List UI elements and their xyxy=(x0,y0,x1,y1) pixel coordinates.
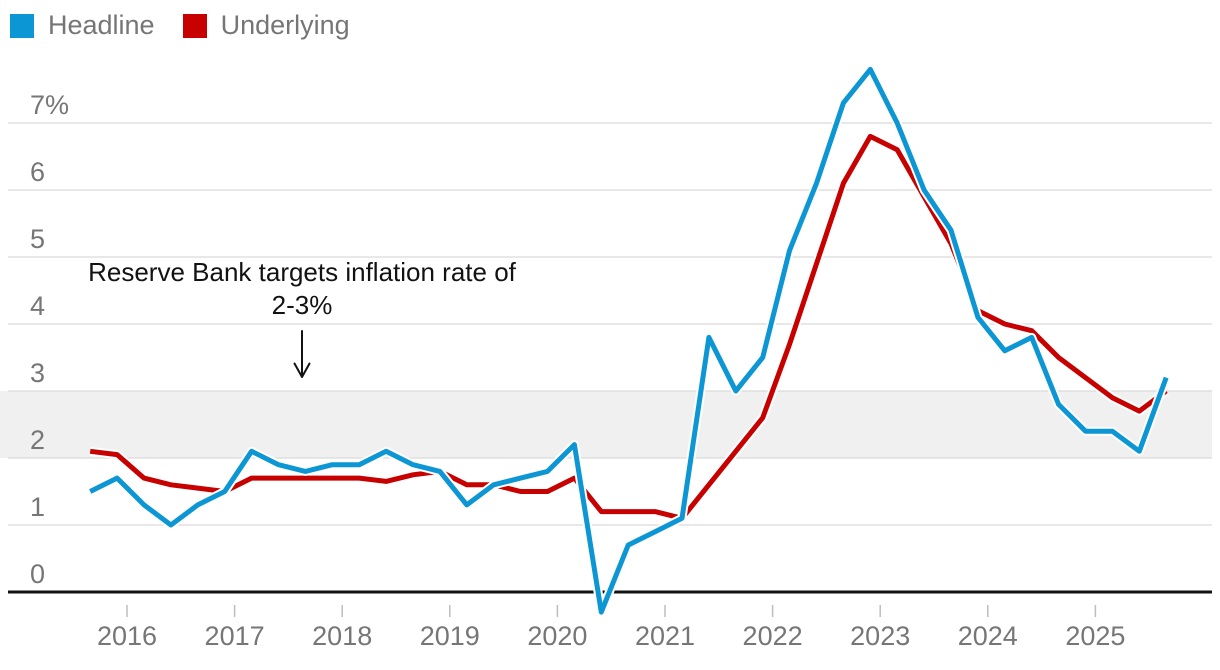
legend-label-underlying: Underlying xyxy=(220,10,350,40)
underlying-line-casing xyxy=(89,131,1169,523)
x-axis-label-2017: 2017 xyxy=(205,621,265,651)
underlying-line xyxy=(89,133,1168,521)
annotation-text-line2: 2-3% xyxy=(272,290,333,320)
x-axis-label-2020: 2020 xyxy=(527,621,587,651)
x-axis-label-2022: 2022 xyxy=(743,621,803,651)
y-axis-label-2: 2 xyxy=(30,425,45,455)
y-axis-label-3: 3 xyxy=(30,358,45,388)
y-axis-label-0: 0 xyxy=(30,559,45,589)
x-axis-label-2021: 2021 xyxy=(635,621,695,651)
x-axis-label-2019: 2019 xyxy=(420,621,480,651)
y-axis-label-5: 5 xyxy=(30,224,45,254)
x-axis-label-2025: 2025 xyxy=(1065,621,1125,651)
x-axis-label-2016: 2016 xyxy=(97,621,157,651)
x-axis-label-2018: 2018 xyxy=(312,621,372,651)
annotation-arrow-icon xyxy=(293,330,311,378)
x-axis-label-2024: 2024 xyxy=(958,621,1018,651)
x-axis-label-2023: 2023 xyxy=(850,621,910,651)
annotation-text-line1: Reserve Bank targets inflation rate of xyxy=(88,257,517,287)
legend-item-underlying: Underlying xyxy=(182,10,350,40)
legend-item-headline: Headline xyxy=(10,12,155,39)
y-axis-label-4: 4 xyxy=(30,291,45,321)
y-axis-label-1: 1 xyxy=(30,492,45,522)
headline-line-casing xyxy=(88,64,1171,617)
annotation: Reserve Bank targets inflation rate of 2… xyxy=(88,257,517,378)
headline-line xyxy=(89,66,1169,615)
underlying-swatch-icon xyxy=(182,13,207,38)
y-axis-label-7: 7% xyxy=(30,90,69,120)
legend-label-headline: Headline xyxy=(48,10,155,40)
headline-swatch-icon xyxy=(10,13,34,38)
chart-legend: Headline Underlying xyxy=(10,12,350,39)
target-band xyxy=(0,391,1212,458)
y-axis-label-6: 6 xyxy=(30,157,45,187)
